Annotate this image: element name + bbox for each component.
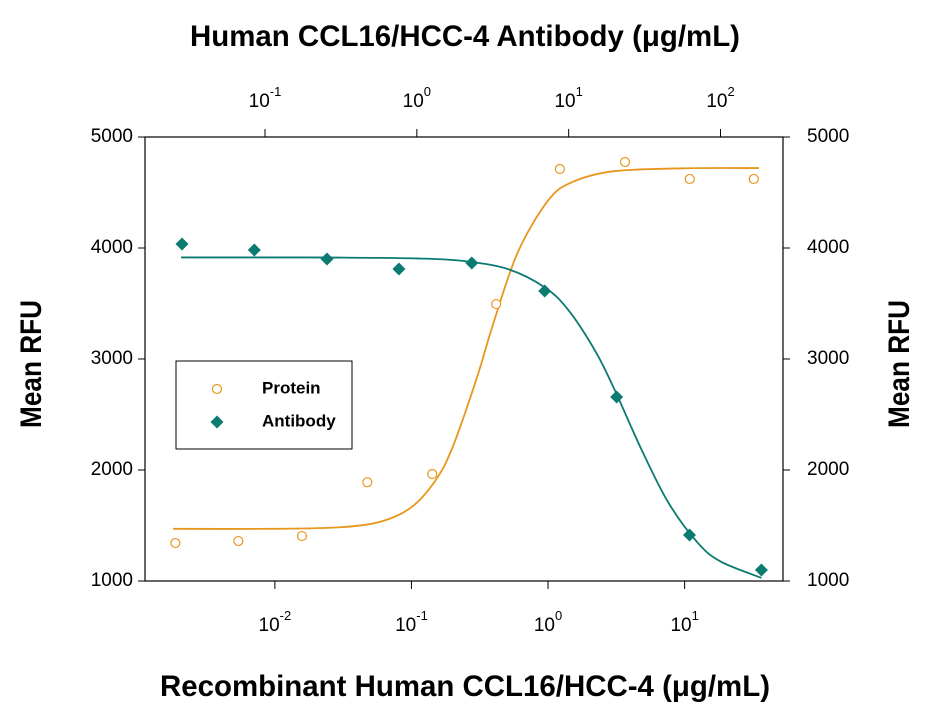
tick-exponent: 1: [692, 608, 699, 623]
tick-exponent: 0: [424, 84, 431, 99]
circle-marker: [684, 173, 695, 185]
y-tick-label: 1000: [91, 570, 133, 591]
x2ticks-label: 10-1: [249, 84, 282, 112]
circle-marker: [619, 156, 631, 168]
circle-marker: [170, 537, 181, 549]
circle-marker: [233, 535, 244, 547]
tick-exponent: 1: [576, 84, 583, 99]
fit-curve: [181, 256, 762, 579]
circle-marker: [491, 298, 502, 310]
diamond-marker: [754, 563, 768, 577]
x2ticks-label: 101: [554, 84, 582, 112]
y-tick-label: 4000: [91, 237, 133, 258]
diamond-marker: [465, 256, 479, 270]
tick-exponent: -1: [270, 84, 282, 99]
tick-base: 10: [554, 91, 575, 112]
diamond-marker: [175, 237, 189, 251]
xticks-label: 101: [670, 608, 698, 636]
xticks-label: 10-1: [395, 608, 428, 636]
diamond-marker: [392, 262, 406, 276]
y2-tick-label: 2000: [807, 459, 849, 480]
legend-marker: [210, 415, 224, 429]
diamond-marker: [683, 528, 697, 542]
y2-tick-label: 4000: [807, 237, 849, 258]
tick-exponent: 0: [555, 608, 562, 623]
y-tick-label: 3000: [91, 348, 133, 369]
circle-marker: [748, 173, 759, 185]
tick-exponent: -1: [416, 608, 428, 623]
legend-box: [175, 360, 353, 450]
y-tick-label: 5000: [91, 126, 133, 147]
xticks-label: 10-2: [259, 608, 292, 636]
y2-axis-title: Mean RFU: [883, 300, 916, 428]
diamond-marker: [610, 390, 624, 404]
y-tick-label: 2000: [91, 459, 133, 480]
circle-marker: [362, 477, 373, 488]
y2-tick-label: 3000: [807, 348, 849, 369]
tick-base: 10: [259, 615, 280, 636]
x2ticks-label: 102: [706, 84, 734, 112]
bottom-axis-title: Recombinant Human CCL16/HCC-4 (μg/mL): [160, 670, 770, 703]
legend-label: Antibody: [262, 411, 336, 430]
diamond-marker: [247, 243, 261, 257]
tick-base: 10: [395, 615, 416, 636]
tick-exponent: 2: [727, 84, 734, 99]
tick-base: 10: [534, 615, 555, 636]
plot-frame: [144, 136, 784, 582]
tick-base: 10: [706, 91, 727, 112]
legend-marker: [211, 383, 223, 395]
tick-exponent: -2: [280, 608, 292, 623]
top-axis-title: Human CCL16/HCC-4 Antibody (μg/mL): [190, 20, 740, 53]
y2-tick-label: 5000: [807, 126, 849, 147]
tick-base: 10: [670, 615, 691, 636]
y2-tick-label: 1000: [807, 570, 849, 591]
diamond-marker: [320, 252, 334, 266]
diamond-marker: [538, 284, 552, 298]
circle-marker: [554, 163, 565, 175]
fit-curve: [173, 167, 759, 530]
tick-base: 10: [249, 91, 270, 112]
legend-label: Protein: [262, 378, 321, 397]
x2ticks-label: 100: [403, 84, 431, 112]
circle-marker: [427, 468, 438, 480]
tick-base: 10: [403, 91, 424, 112]
y-axis-title: Mean RFU: [15, 300, 48, 428]
circle-marker: [296, 530, 308, 542]
xticks-label: 100: [534, 608, 562, 636]
